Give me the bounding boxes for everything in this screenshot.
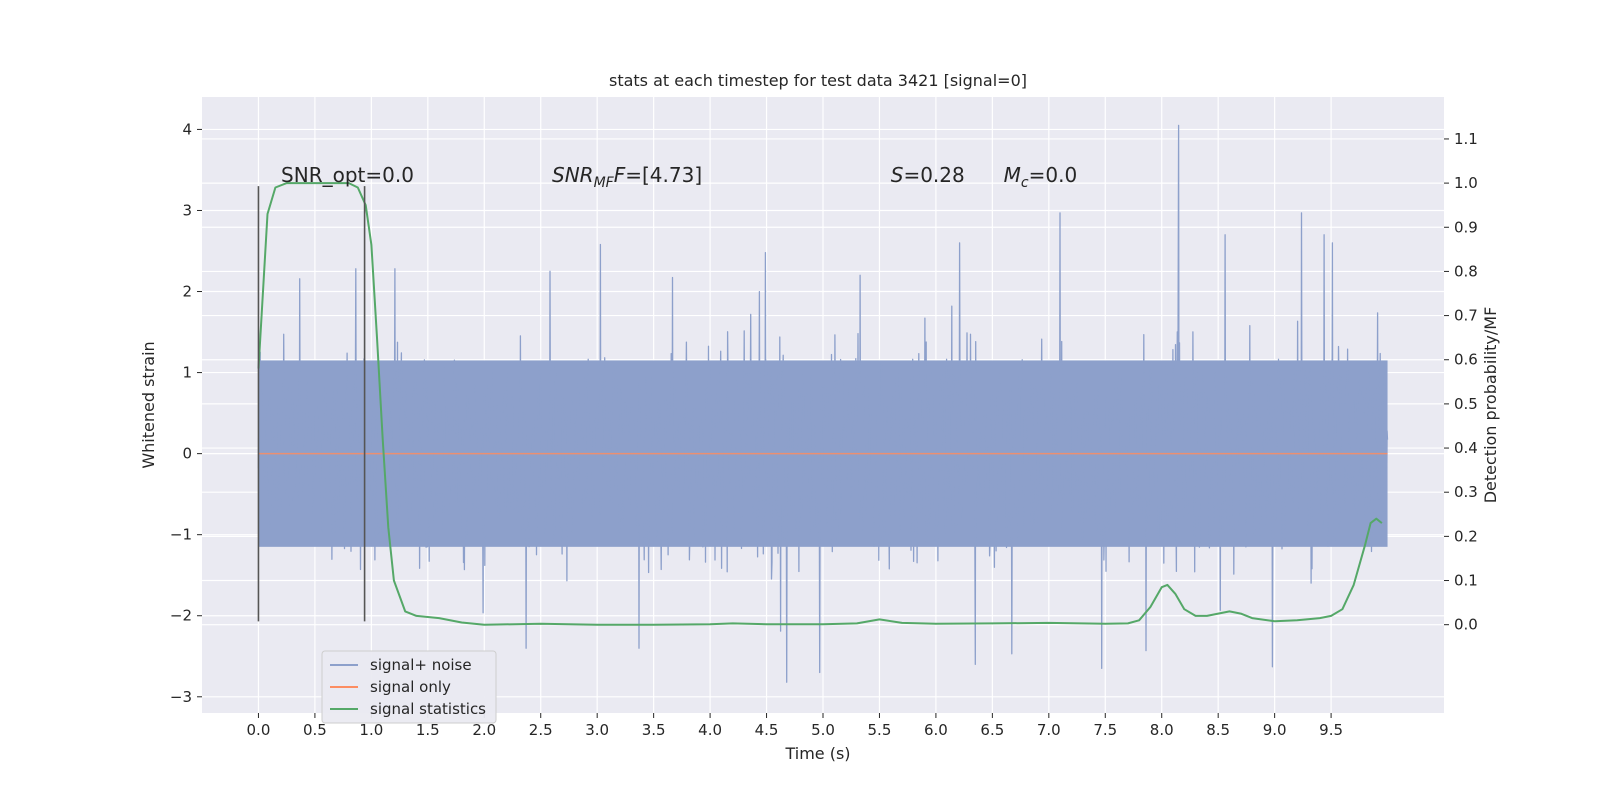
- x-tick-label: 1.5: [416, 721, 440, 739]
- x-tick-label: 4.5: [755, 721, 779, 739]
- y2-tick-label: 0.5: [1454, 395, 1478, 413]
- x-tick-label: 4.0: [698, 721, 722, 739]
- series-signal-statistics: [257, 182, 1383, 626]
- y-tick-label: −2: [170, 607, 192, 625]
- y2-tick-label: 0.8: [1454, 262, 1478, 280]
- y-tick-label: 1: [182, 364, 192, 382]
- legend-box: [321, 650, 497, 724]
- annotation-text: SNRMFF=[4.73]: [552, 163, 702, 191]
- x-tick-label: 3.5: [642, 721, 666, 739]
- y-tick-label: −3: [170, 688, 192, 706]
- signal-statistics-line: [257, 182, 1383, 626]
- legend: signal+ noise signal only signal statistic…: [321, 650, 497, 724]
- x-tick-label: 0.5: [303, 721, 327, 739]
- x-tick-label: 1.0: [359, 721, 383, 739]
- y-axis-label: Whitened strain: [139, 341, 158, 468]
- y2-tick-label: 0.2: [1454, 527, 1478, 545]
- y-tick-label: 2: [182, 283, 192, 301]
- noise-line: [257, 124, 1389, 683]
- legend-label: signal statistics: [370, 700, 486, 718]
- x-tick-label: 7.5: [1093, 721, 1117, 739]
- y2-tick-label: 0.0: [1454, 616, 1478, 634]
- y2-tick-label: 0.6: [1454, 351, 1478, 369]
- x-tick-label: 8.0: [1150, 721, 1174, 739]
- annotation-text: Mc=0.0: [1004, 163, 1078, 191]
- y-tick-label: −1: [170, 526, 192, 544]
- x-tick-label: 9.5: [1319, 721, 1343, 739]
- y2-axis-label: Detection probability/MF: [1481, 307, 1500, 504]
- y-tick-label: 4: [182, 120, 192, 138]
- y2-tick-label: 0.4: [1454, 439, 1478, 457]
- x-tick-label: 3.0: [585, 721, 609, 739]
- y2-axis-ticks: 0.0 0.1 0.2 0.3 0.4 0.5 0.6 0.7 0.8 0.9 1.0 1.1: [1444, 130, 1478, 634]
- chart-title: stats at each timestep for test data 342…: [609, 71, 1027, 90]
- x-axis-ticks: 0.0 0.5 1.0 1.5 2.0 2.5 3.0 3.5 4.0 4.5 5.0 5.5 6.0 6…: [247, 713, 1343, 739]
- x-tick-label: 0.0: [247, 721, 271, 739]
- x-tick-label: 5.5: [868, 721, 892, 739]
- x-axis-label: Time (s): [784, 744, 850, 763]
- x-tick-label: 2.0: [472, 721, 496, 739]
- annotation-text: SNR_opt=0.0: [281, 163, 414, 187]
- y2-tick-label: 0.9: [1454, 218, 1478, 236]
- y2-tick-label: 0.7: [1454, 307, 1478, 325]
- y-axis-ticks: −3 −2 −1 0 1 2 3 4: [170, 120, 202, 706]
- y2-tick-label: 1.0: [1454, 174, 1478, 192]
- x-tick-label: 8.5: [1206, 721, 1230, 739]
- x-tick-label: 9.0: [1263, 721, 1287, 739]
- legend-label: signal only: [370, 678, 451, 696]
- y2-tick-label: 1.1: [1454, 130, 1478, 148]
- annotations: SNR_opt=0.0 SNRMFF=[4.73] S=0.28 Mc=0.0: [281, 163, 1077, 191]
- y2-tick-label: 0.1: [1454, 572, 1478, 590]
- vertical-markers: [257, 186, 366, 622]
- y2-tick-label: 0.3: [1454, 483, 1478, 501]
- x-tick-label: 6.5: [980, 721, 1004, 739]
- x-tick-label: 7.0: [1037, 721, 1061, 739]
- x-tick-label: 5.0: [811, 721, 835, 739]
- x-tick-label: 2.5: [529, 721, 553, 739]
- y-tick-label: 3: [182, 201, 192, 219]
- annotation-text: S=0.28: [891, 163, 965, 187]
- x-tick-label: 6.0: [924, 721, 948, 739]
- y-tick-label: 0: [182, 445, 192, 463]
- legend-label: signal+ noise: [370, 656, 472, 674]
